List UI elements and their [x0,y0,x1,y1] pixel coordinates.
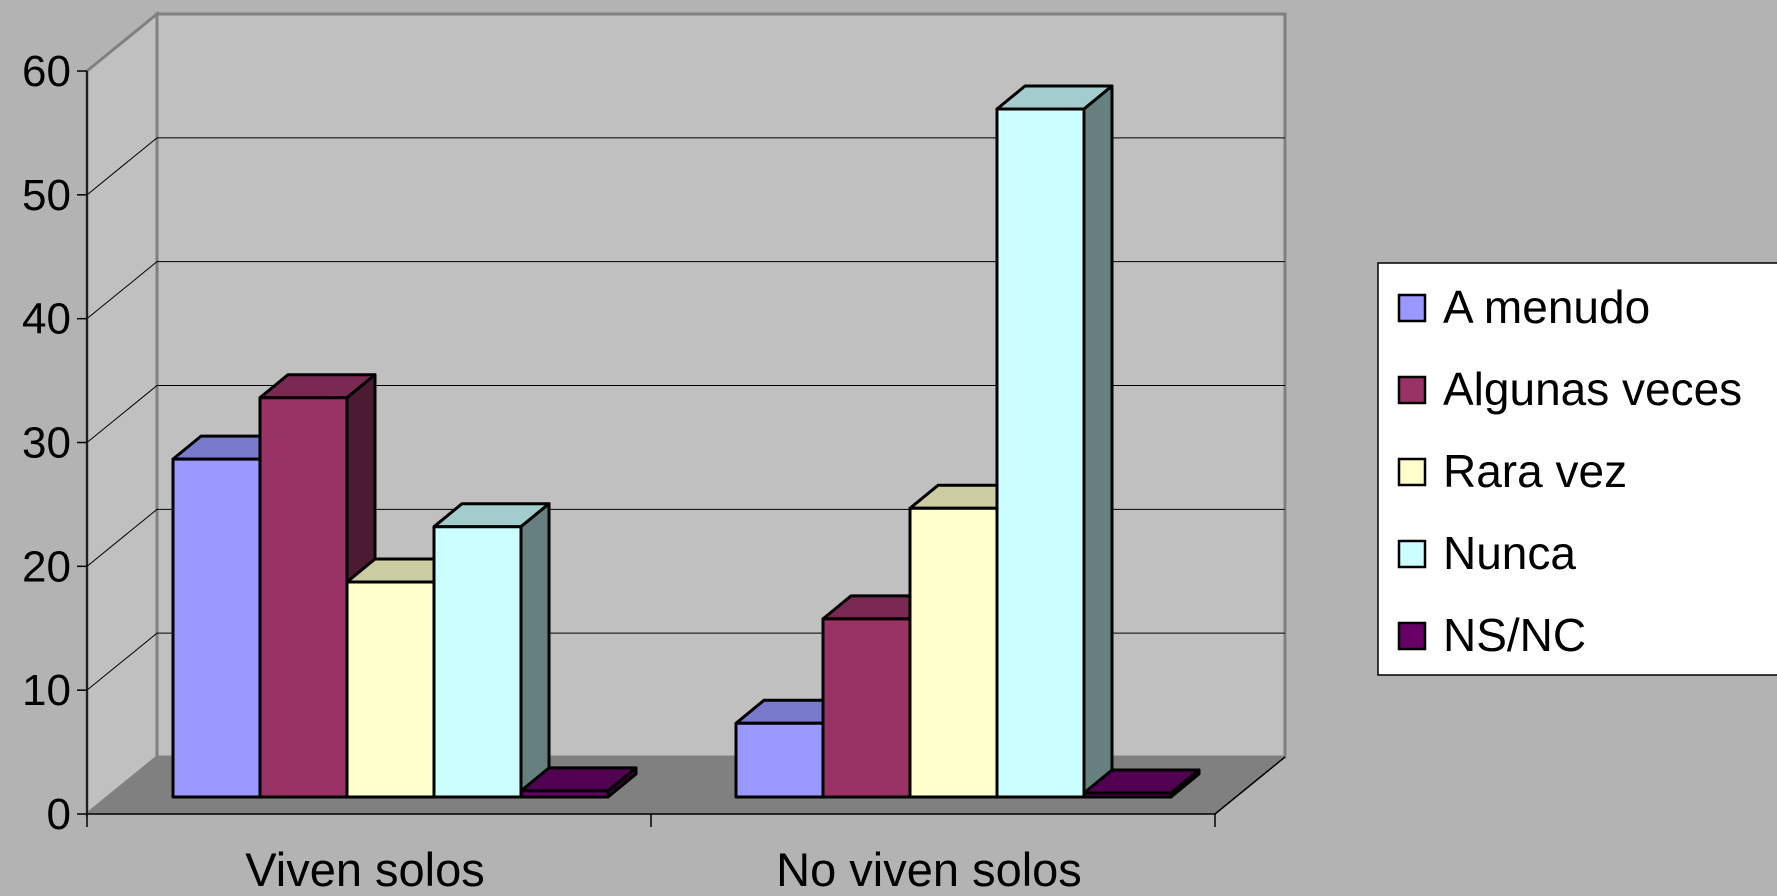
bar-front [821,617,912,799]
y-tick-label: 50 [22,171,71,220]
bar-front [908,506,999,799]
x-tick-label: No viven solos [776,843,1082,891]
bar [432,502,551,799]
bar-front [258,396,349,799]
legend-entry: A menudo [1443,281,1650,333]
legend: A menudo Algunas veces Rara vez Nunca NS/NC [1377,262,1777,676]
gridline [86,385,1285,443]
x-tick-label: Viven solos [245,843,485,891]
bar [1082,768,1201,799]
bar [519,766,638,799]
legend-swatch [1397,293,1427,323]
legend-entry: Nunca [1443,527,1576,579]
legend-swatch [1397,621,1427,651]
legend-swatch [1397,457,1427,487]
y-tick-label: 0 [47,790,71,839]
legend-entry: Algunas veces [1443,363,1742,415]
y-tick-label: 30 [22,419,71,468]
legend-entry: NS/NC [1443,609,1586,661]
y-tick-label: 20 [22,542,71,591]
gridline [86,261,1285,320]
y-tick-label: 60 [22,47,71,96]
legend-entry: Rara vez [1443,445,1627,497]
floor-edge [1214,756,1286,815]
bars [171,84,1201,799]
bar-side [519,502,551,799]
bar-front [345,580,436,799]
bar [995,84,1114,799]
bar-front [519,789,610,799]
bar-front [734,721,825,799]
legend-swatch [1397,375,1427,405]
axes: 0 10 20 30 40 50 60 Viven solos No viven solos [22,47,1286,896]
bar-side [1082,84,1114,799]
bar-front [432,525,523,799]
bar-front [995,107,1086,799]
bar-front [1082,791,1173,799]
y-tick-label: 40 [22,295,71,344]
legend-swatch [1397,539,1427,569]
legend-box [1377,262,1777,676]
bar-front [171,457,262,799]
y-tick-label: 10 [22,666,71,715]
gridline [86,137,1285,196]
